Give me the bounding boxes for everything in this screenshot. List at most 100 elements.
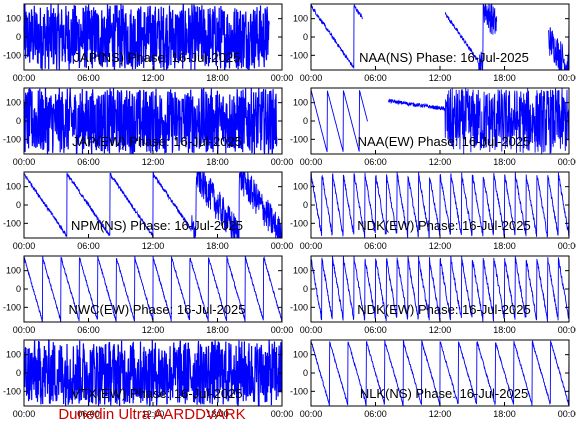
panel-label: NPM(NS) Phase: 16-Jul-2025 bbox=[71, 218, 243, 233]
phase-trace bbox=[23, 171, 283, 239]
panel-label: NAA(EW) Phase: 16-Jul-2025 bbox=[358, 134, 531, 149]
x-tick-label: 00:00 bbox=[13, 157, 36, 167]
y-tick-label: 0 bbox=[16, 116, 21, 126]
y-tick-label: 0 bbox=[303, 368, 308, 378]
x-tick-label: 06:00 bbox=[77, 241, 100, 251]
y-tick-label: 0 bbox=[16, 284, 21, 294]
phase-trace bbox=[310, 171, 570, 239]
phase-panel: -100 0 100 00:00 06:00 12:00 18:00 00:00 JAP(NS)… bbox=[3, 3, 294, 83]
phase-panel: -100 0 100 00:00 06:00 12:00 18:00 00:00 NAA(NS)… bbox=[290, 3, 576, 83]
phase-trace bbox=[310, 255, 570, 322]
y-tick-label: 0 bbox=[16, 368, 21, 378]
y-tick-label: -100 bbox=[3, 50, 21, 60]
x-tick-label: 00:00 bbox=[271, 73, 294, 83]
x-tick-label: 12:00 bbox=[429, 409, 452, 419]
phase-panel: -100 0 100 00:00 06:00 12:00 18:00 00:00 NDK(EW)… bbox=[290, 255, 576, 335]
x-tick-label: 00:00 bbox=[271, 409, 294, 419]
phase-panel: -100 0 100 00:00 06:00 12:00 18:00 00:00 NAA(EW)… bbox=[290, 87, 576, 167]
x-tick-label: 00:00 bbox=[558, 73, 576, 83]
x-tick-label: 18:00 bbox=[206, 325, 229, 335]
x-tick-label: 06:00 bbox=[77, 409, 100, 419]
x-tick-label: 18:00 bbox=[206, 73, 229, 83]
panel-label: JAP(NS) Phase: 16-Jul-2025 bbox=[74, 50, 241, 65]
y-tick-label: 100 bbox=[293, 350, 308, 360]
phase-trace bbox=[310, 87, 570, 154]
x-tick-label: 00:00 bbox=[558, 157, 576, 167]
y-tick-label: -100 bbox=[290, 218, 308, 228]
panel-label: JAP(EW) Phase: 16-Jul-2025 bbox=[72, 134, 242, 149]
x-tick-label: 12:00 bbox=[142, 73, 165, 83]
y-tick-label: 100 bbox=[293, 98, 308, 108]
panel-label: NLK(NS) Phase: 16-Jul-2025 bbox=[360, 386, 528, 401]
y-tick-label: -100 bbox=[3, 134, 21, 144]
phase-panel: -100 0 100 00:00 06:00 12:00 18:00 00:00 JAP(EW)… bbox=[3, 87, 294, 167]
x-tick-label: 00:00 bbox=[558, 409, 576, 419]
y-tick-label: 100 bbox=[6, 350, 21, 360]
y-tick-label: 100 bbox=[6, 182, 21, 192]
x-tick-label: 12:00 bbox=[142, 409, 165, 419]
x-tick-label: 00:00 bbox=[271, 241, 294, 251]
phase-panel: -100 0 100 00:00 06:00 12:00 18:00 00:00 VTX(EW)… bbox=[3, 338, 294, 419]
x-tick-label: 00:00 bbox=[13, 409, 36, 419]
y-tick-label: 100 bbox=[293, 182, 308, 192]
y-tick-label: -100 bbox=[3, 302, 21, 312]
phase-trace bbox=[23, 87, 278, 155]
x-tick-label: 00:00 bbox=[300, 409, 323, 419]
x-tick-label: 00:00 bbox=[271, 157, 294, 167]
x-tick-label: 18:00 bbox=[493, 241, 516, 251]
y-tick-label: 0 bbox=[303, 284, 308, 294]
x-tick-label: 18:00 bbox=[206, 409, 229, 419]
phase-trace bbox=[23, 338, 283, 407]
panel-label: NAA(NS) Phase: 16-Jul-2025 bbox=[359, 50, 529, 65]
x-tick-label: 00:00 bbox=[271, 325, 294, 335]
x-tick-label: 12:00 bbox=[429, 73, 452, 83]
x-tick-label: 00:00 bbox=[300, 73, 323, 83]
x-tick-label: 18:00 bbox=[493, 157, 516, 167]
x-tick-label: 12:00 bbox=[142, 157, 165, 167]
x-tick-label: 06:00 bbox=[364, 409, 387, 419]
x-tick-label: 06:00 bbox=[364, 73, 387, 83]
panel-label: NDK(EW) Phase: 16-Jul-2025 bbox=[357, 302, 530, 317]
panel-label: NDK(EW) Phase: 16-Jul-2025 bbox=[357, 218, 530, 233]
x-tick-label: 12:00 bbox=[142, 325, 165, 335]
y-tick-label: -100 bbox=[3, 218, 21, 228]
x-tick-label: 00:00 bbox=[300, 157, 323, 167]
x-tick-label: 00:00 bbox=[300, 325, 323, 335]
y-tick-label: -100 bbox=[290, 134, 308, 144]
x-tick-label: 00:00 bbox=[300, 241, 323, 251]
phase-panel: -100 0 100 00:00 06:00 12:00 18:00 00:00 NLK(NS)… bbox=[290, 339, 576, 419]
y-tick-label: 100 bbox=[6, 98, 21, 108]
x-tick-label: 18:00 bbox=[493, 73, 516, 83]
x-tick-label: 06:00 bbox=[364, 157, 387, 167]
x-tick-label: 06:00 bbox=[77, 73, 100, 83]
phase-panel: -100 0 100 00:00 06:00 12:00 18:00 00:00 NWC(EW)… bbox=[3, 255, 294, 335]
y-tick-label: 100 bbox=[6, 266, 21, 276]
x-tick-label: 18:00 bbox=[206, 157, 229, 167]
x-tick-label: 12:00 bbox=[429, 325, 452, 335]
y-tick-label: 0 bbox=[303, 200, 308, 210]
x-tick-label: 06:00 bbox=[77, 325, 100, 335]
x-tick-label: 00:00 bbox=[13, 241, 36, 251]
y-tick-label: 0 bbox=[16, 32, 21, 42]
x-tick-label: 12:00 bbox=[429, 157, 452, 167]
phase-panel: -100 0 100 00:00 06:00 12:00 18:00 00:00 NPM(NS)… bbox=[3, 171, 294, 251]
phase-trace bbox=[23, 4, 270, 71]
x-tick-label: 00:00 bbox=[13, 73, 36, 83]
x-tick-label: 18:00 bbox=[493, 325, 516, 335]
y-tick-label: 100 bbox=[293, 266, 308, 276]
x-tick-label: 12:00 bbox=[429, 241, 452, 251]
x-tick-label: 00:00 bbox=[558, 241, 576, 251]
y-tick-label: 100 bbox=[293, 14, 308, 24]
x-tick-label: 06:00 bbox=[364, 325, 387, 335]
x-tick-label: 12:00 bbox=[142, 241, 165, 251]
x-tick-label: 00:00 bbox=[13, 325, 36, 335]
panel-label: NWC(EW) Phase: 16-Jul-2025 bbox=[69, 302, 246, 317]
x-tick-label: 06:00 bbox=[364, 241, 387, 251]
y-tick-label: -100 bbox=[290, 386, 308, 396]
x-tick-label: 00:00 bbox=[558, 325, 576, 335]
y-tick-label: -100 bbox=[290, 50, 308, 60]
x-tick-label: 06:00 bbox=[77, 157, 100, 167]
footer-title: Dunedin Ultra AARDDVARK bbox=[58, 406, 245, 423]
x-tick-label: 18:00 bbox=[206, 241, 229, 251]
